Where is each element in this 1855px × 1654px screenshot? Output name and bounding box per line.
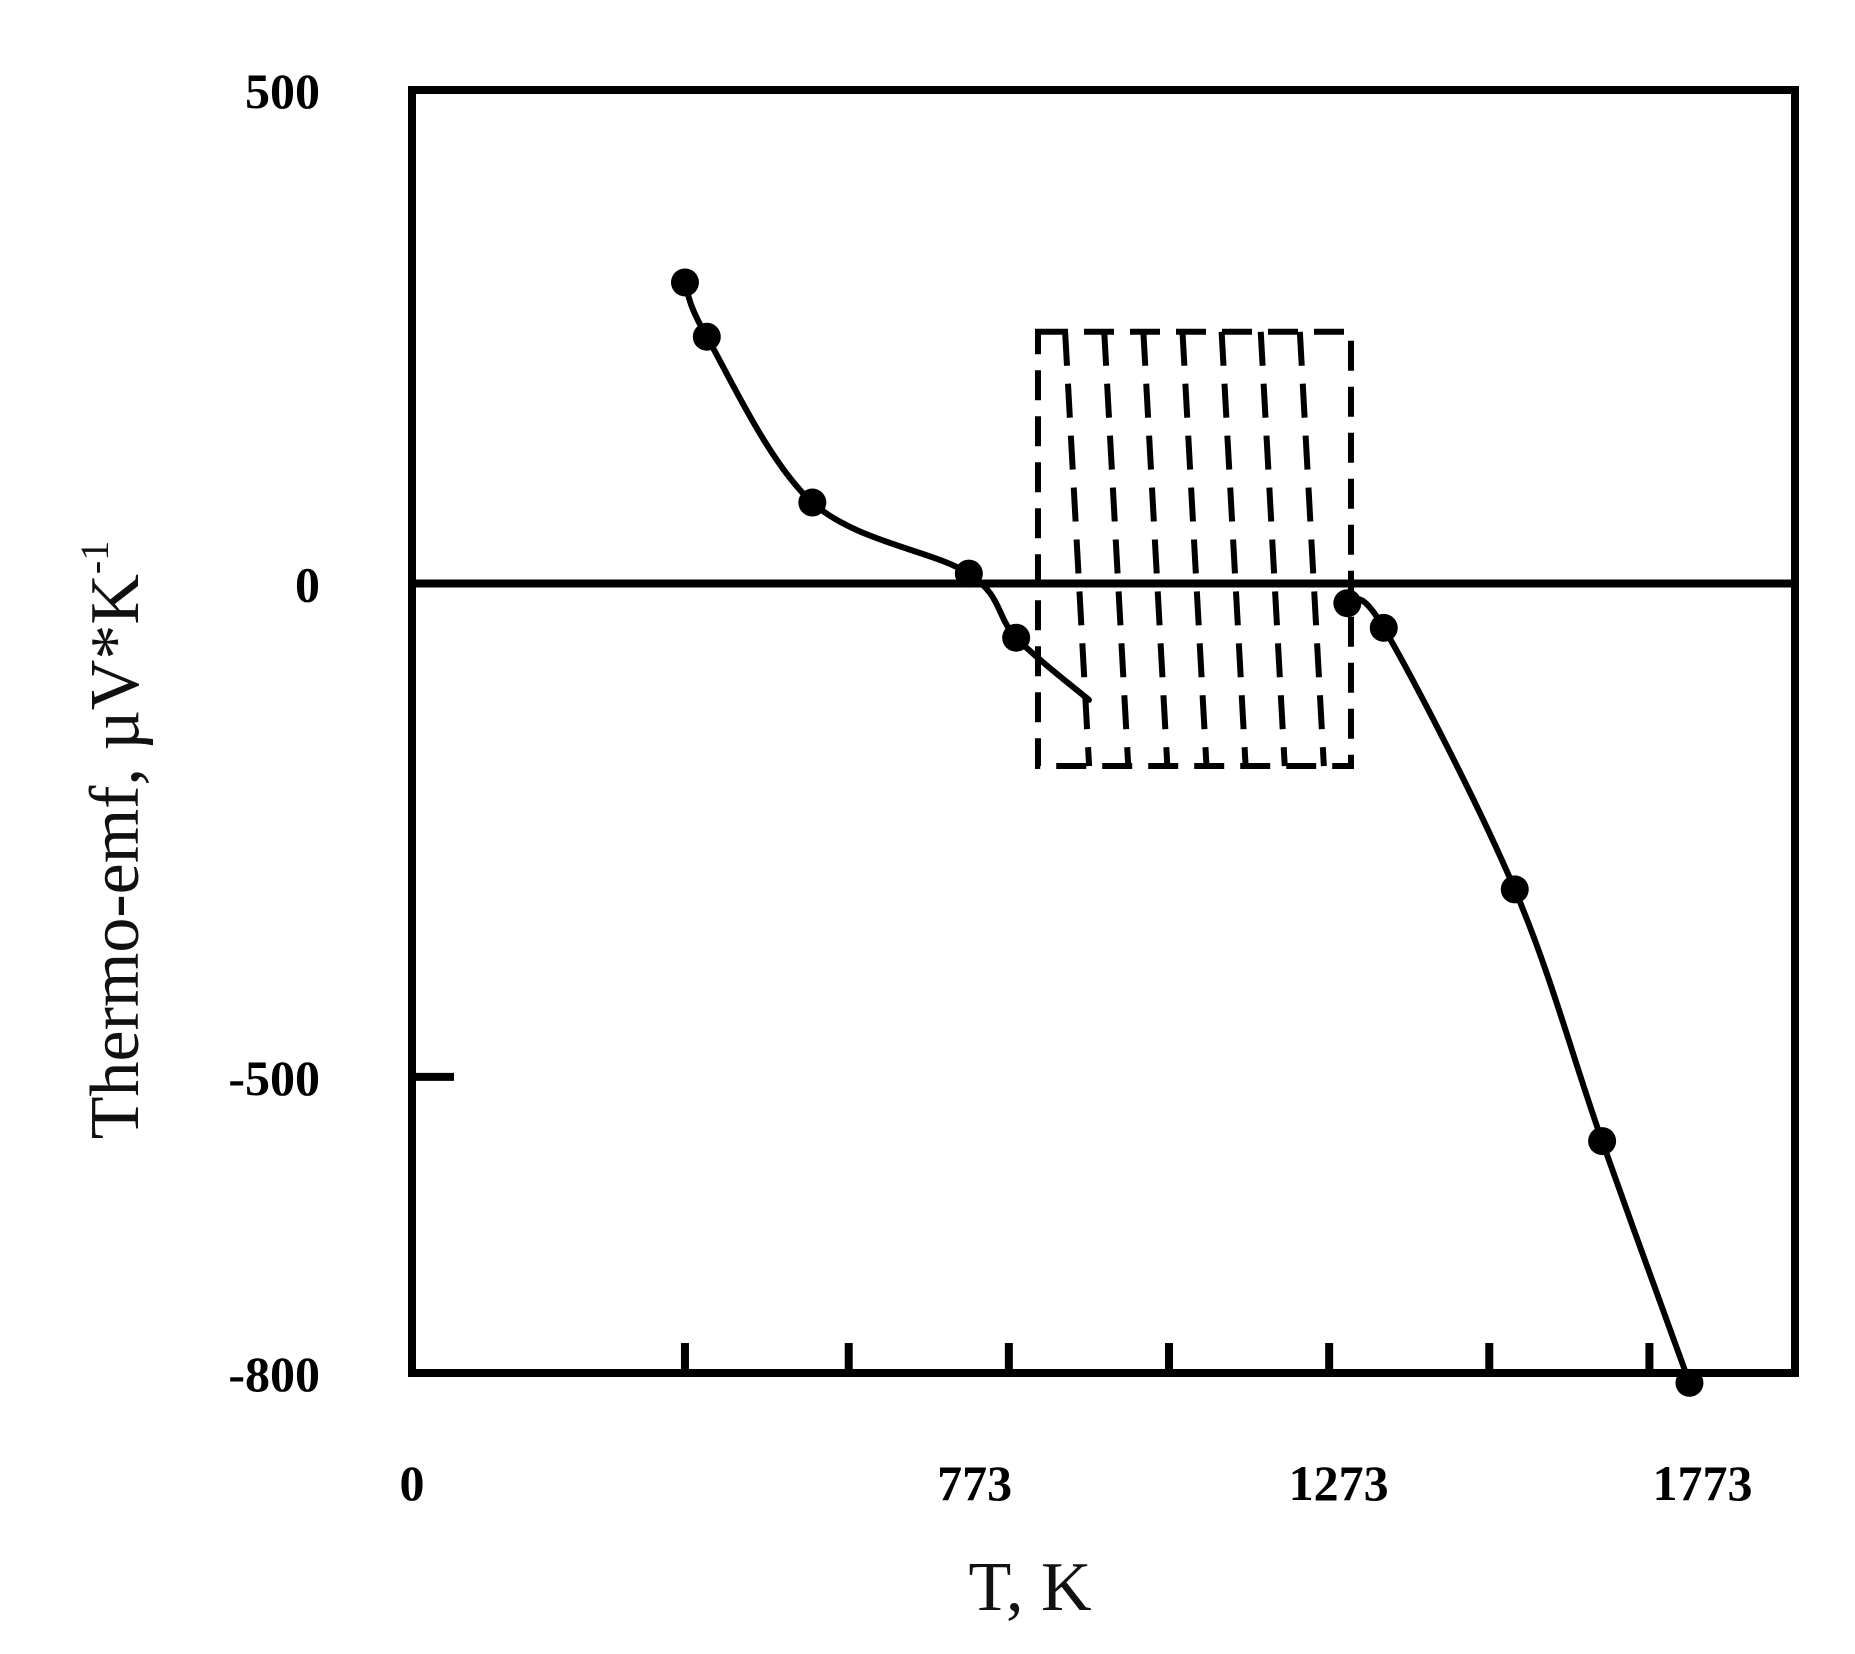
data-point-0-0 — [670, 268, 699, 297]
data-point-0-1 — [692, 322, 721, 351]
y-axis-title-superscript: -1 — [72, 541, 117, 574]
dashed-region-stripe-6 — [1257, 331, 1288, 767]
x-tick-label-0: 0 — [400, 1455, 425, 1511]
plot-frame — [408, 86, 1799, 1377]
data-point-0-2 — [798, 488, 827, 517]
dashed-region-stripe-7 — [1296, 331, 1327, 767]
dashed-region-border — [1034, 328, 1354, 770]
series-line-1 — [1344, 596, 1693, 1386]
dashed-region-stripe-4 — [1179, 331, 1210, 767]
dashed-region-stripe-1 — [1062, 331, 1093, 767]
x-tick-label-1: 773 — [937, 1455, 1012, 1511]
x-tick-label-3: 1773 — [1653, 1455, 1753, 1511]
y-tick-label-0: 500 — [245, 63, 320, 119]
x-axis-title: T, K — [968, 1549, 1091, 1626]
data-point-1-1 — [1369, 613, 1398, 642]
y-axis-title-main: Thermo-emf, µV*K — [77, 574, 154, 1139]
axes — [408, 86, 1799, 1377]
data-point-1-0 — [1333, 589, 1362, 618]
dashed-region-stripe-3 — [1140, 331, 1171, 767]
dashed-region — [1034, 328, 1354, 770]
dashed-region-stripe-2 — [1101, 331, 1132, 767]
x-tick-label-2: 1273 — [1289, 1455, 1389, 1511]
ticks: 0 773 1273 1773 500 0 -500 -800 — [228, 63, 1752, 1511]
y-tick-label-1: 0 — [295, 556, 320, 612]
data-point-1-2 — [1500, 875, 1529, 904]
data-point-1-3 — [1588, 1127, 1617, 1156]
dashed-region-stripe-5 — [1218, 331, 1249, 767]
data-point-0-4 — [1002, 623, 1031, 652]
y-tick-label-2: -500 — [228, 1050, 320, 1106]
y-tick-label-3: -800 — [228, 1346, 320, 1402]
y-axis-title: Thermo-emf, µV*K-1 — [72, 541, 154, 1140]
